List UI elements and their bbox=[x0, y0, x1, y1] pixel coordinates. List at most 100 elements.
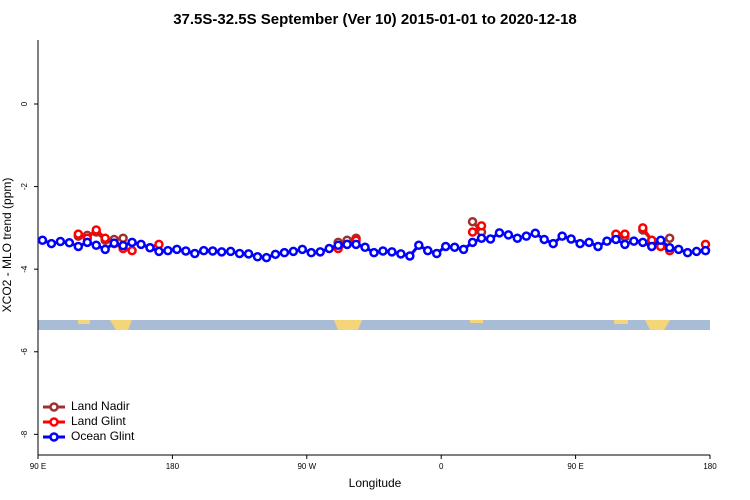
x-tick-label: 0 bbox=[439, 462, 444, 471]
point bbox=[476, 233, 487, 243]
point bbox=[467, 216, 478, 227]
point bbox=[136, 239, 146, 250]
point bbox=[691, 246, 702, 257]
point bbox=[91, 225, 101, 235]
x-tick-label: 90 E bbox=[567, 462, 583, 471]
point bbox=[584, 237, 594, 248]
x-axis-title: Longitude bbox=[349, 476, 402, 490]
point bbox=[512, 233, 523, 243]
point bbox=[109, 238, 119, 248]
point bbox=[46, 238, 57, 249]
point bbox=[261, 252, 272, 263]
point bbox=[118, 233, 128, 243]
x-tick-label: 180 bbox=[703, 462, 717, 471]
point bbox=[225, 246, 236, 257]
y-tick-label: -2 bbox=[20, 182, 29, 190]
x-tick-label: 90 W bbox=[297, 462, 316, 471]
y-tick-label: -8 bbox=[20, 430, 29, 438]
point bbox=[387, 247, 397, 257]
point bbox=[449, 242, 460, 253]
legend-label: Land Nadir bbox=[71, 399, 130, 413]
point bbox=[37, 235, 48, 246]
point bbox=[602, 236, 612, 246]
point bbox=[234, 248, 245, 259]
point bbox=[127, 245, 137, 256]
point bbox=[673, 244, 684, 255]
x-tick-label: 180 bbox=[166, 462, 180, 471]
point bbox=[207, 246, 218, 256]
point bbox=[127, 237, 137, 248]
point bbox=[396, 249, 406, 259]
point bbox=[521, 231, 532, 241]
point bbox=[216, 247, 227, 257]
point bbox=[199, 245, 209, 256]
x-tick-label: 90 E bbox=[30, 462, 46, 471]
point bbox=[575, 238, 585, 249]
point bbox=[100, 244, 110, 255]
y-tick-label: 0 bbox=[20, 101, 29, 106]
point bbox=[405, 251, 415, 261]
point bbox=[190, 248, 200, 259]
point bbox=[638, 223, 648, 233]
point bbox=[91, 240, 101, 250]
point bbox=[324, 243, 334, 254]
point bbox=[620, 229, 630, 239]
point bbox=[539, 234, 549, 245]
point bbox=[243, 249, 254, 259]
point bbox=[378, 246, 388, 256]
point bbox=[360, 242, 370, 253]
point bbox=[548, 238, 558, 249]
y-tick-label: -6 bbox=[20, 348, 29, 356]
legend-marker bbox=[49, 432, 59, 442]
point bbox=[467, 227, 478, 237]
point bbox=[423, 245, 433, 256]
point bbox=[638, 237, 648, 248]
map-strip bbox=[38, 320, 710, 330]
legend-marker bbox=[49, 417, 59, 427]
point bbox=[440, 241, 451, 252]
point bbox=[620, 239, 630, 250]
point bbox=[73, 229, 84, 239]
point bbox=[82, 237, 93, 248]
y-tick-label: -4 bbox=[20, 265, 29, 273]
legend-label: Ocean Glint bbox=[71, 429, 135, 443]
point bbox=[414, 240, 424, 250]
point bbox=[566, 234, 576, 244]
point bbox=[485, 234, 496, 244]
point bbox=[431, 248, 442, 259]
point bbox=[494, 228, 505, 238]
chart-title: 37.5S-32.5S September (Ver 10) 2015-01-0… bbox=[173, 11, 577, 28]
point bbox=[700, 245, 711, 256]
point bbox=[306, 247, 317, 258]
point bbox=[655, 235, 666, 246]
point bbox=[664, 242, 675, 253]
point bbox=[145, 242, 155, 253]
point bbox=[55, 236, 66, 247]
point bbox=[64, 238, 75, 248]
point bbox=[664, 233, 675, 243]
y-axis-title: XCO2 - MLO trend (ppm) bbox=[0, 178, 14, 313]
point bbox=[172, 244, 182, 255]
point bbox=[181, 246, 191, 256]
point bbox=[611, 234, 621, 245]
point bbox=[647, 241, 657, 252]
point bbox=[369, 247, 379, 258]
legend-label: Land Glint bbox=[71, 414, 126, 428]
point bbox=[315, 247, 325, 257]
point bbox=[503, 230, 514, 240]
point bbox=[333, 240, 343, 250]
point bbox=[557, 231, 567, 241]
point bbox=[100, 233, 110, 243]
point bbox=[270, 249, 281, 260]
point bbox=[73, 241, 84, 252]
point bbox=[629, 236, 639, 246]
point bbox=[163, 245, 173, 256]
point bbox=[252, 252, 263, 262]
point bbox=[682, 247, 693, 258]
point bbox=[297, 244, 308, 255]
point bbox=[351, 239, 361, 250]
point bbox=[288, 246, 299, 257]
point bbox=[467, 237, 478, 248]
